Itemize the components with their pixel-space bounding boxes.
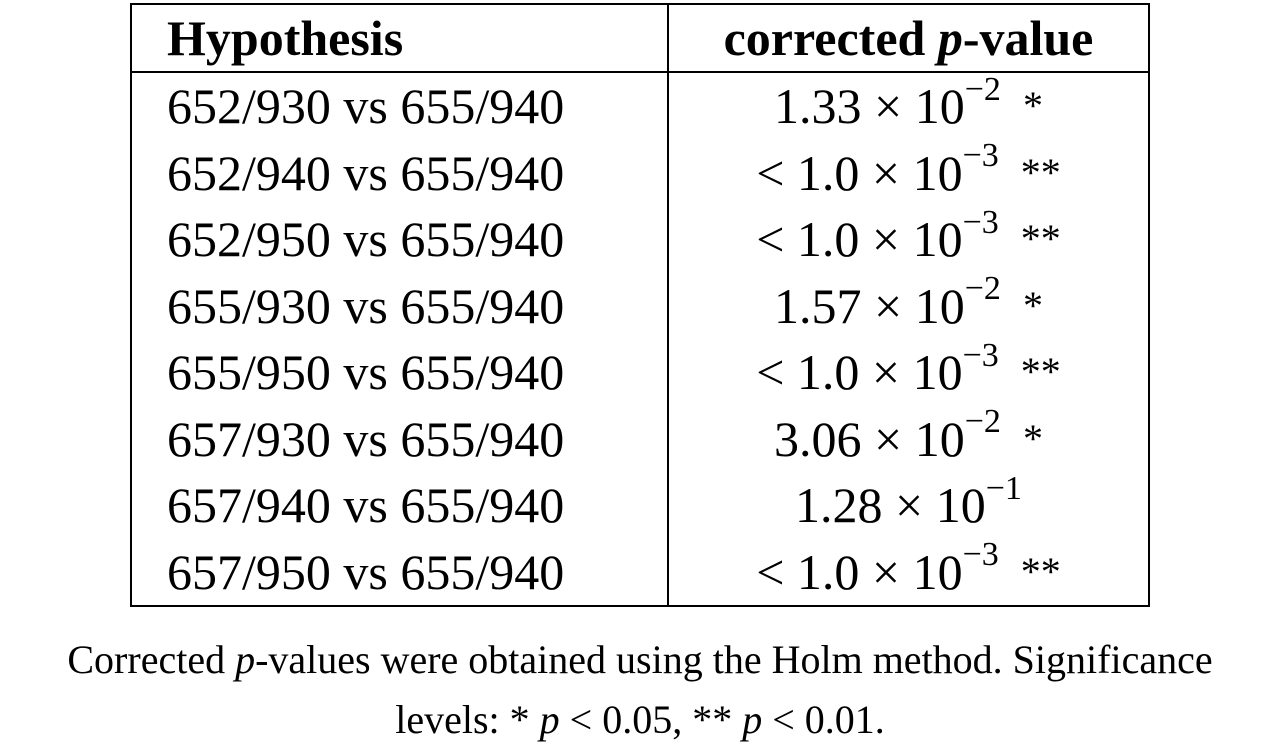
pvalue-mantissa: < 1.0 × 10	[756, 211, 963, 268]
pvalue-exponent: −3	[962, 137, 999, 175]
pvalue-cell: 1.28 × 10−1	[668, 469, 1149, 539]
table-row: 652/940 vs 655/940 < 1.0 × 10−3 **	[131, 137, 1149, 207]
significance-marker: **	[1020, 216, 1061, 262]
hypothesis-cell: 657/940 vs 655/940	[131, 472, 669, 539]
table-row: 655/930 vs 655/940 1.57 × 10−2 *	[131, 270, 1149, 340]
pvalue-exponent: −2	[964, 403, 1001, 441]
pvalue-cell: 1.33 × 10−2 *	[668, 72, 1149, 140]
caption-line-2: levels: * p < 0.05, ** p < 0.01.	[0, 690, 1280, 750]
caption-line-2-end: < 0.01.	[762, 697, 885, 742]
caption-line-2-mid: < 0.05, **	[559, 697, 743, 742]
pvalue-exponent: −2	[964, 70, 1001, 108]
significance-marker: *	[1022, 282, 1043, 328]
significance-marker: **	[1020, 349, 1061, 395]
pvalue-mantissa: 1.33 × 10	[774, 78, 965, 135]
pvalue-exponent: −3	[962, 536, 999, 574]
caption-line-1-suffix: -values were obtained using the Holm met…	[255, 637, 1213, 682]
pvalue-mantissa: < 1.0 × 10	[756, 344, 963, 401]
table-header-row: Hypothesis corrected p-value	[131, 4, 1149, 73]
table-row: 652/930 vs 655/940 1.33 × 10−2 *	[131, 72, 1149, 140]
pvalue-header-variable: p	[937, 10, 963, 66]
pvalue-cell: < 1.0 × 10−3 **	[668, 203, 1149, 273]
pvalue-header-suffix: -value	[962, 10, 1094, 66]
results-table: Hypothesis corrected p-value 652/930 vs …	[130, 3, 1150, 607]
hypothesis-column-header: Hypothesis	[131, 4, 669, 73]
pvalue-mantissa: < 1.0 × 10	[756, 543, 963, 600]
pvalue-cell: < 1.0 × 10−3 **	[668, 336, 1149, 406]
hypothesis-cell: 657/930 vs 655/940	[131, 405, 669, 472]
pvalue-cell: 3.06 × 10−2 *	[668, 403, 1149, 473]
hypothesis-cell: 657/950 vs 655/940	[131, 538, 669, 606]
caption-line-1-prefix: Corrected	[67, 637, 236, 682]
pvalue-mantissa: 1.28 × 10	[795, 477, 986, 534]
pvalue-mantissa: 3.06 × 10	[774, 410, 965, 467]
caption-line-2-prefix: levels: *	[395, 697, 540, 742]
pvalue-exponent: −1	[985, 469, 1022, 507]
significance-marker: *	[1022, 83, 1043, 129]
table-caption: Corrected p-values were obtained using t…	[0, 630, 1280, 750]
pvalue-cell: < 1.0 × 10−3 **	[668, 536, 1149, 607]
pvalue-exponent: −3	[962, 203, 999, 241]
pvalue-cell: 1.57 × 10−2 *	[668, 270, 1149, 340]
hypothesis-cell: 652/930 vs 655/940	[131, 72, 669, 140]
hypothesis-cell: 652/950 vs 655/940	[131, 206, 669, 273]
table-row: 657/930 vs 655/940 3.06 × 10−2 *	[131, 403, 1149, 473]
pvalue-exponent: −2	[964, 270, 1001, 308]
pvalue-mantissa: 1.57 × 10	[774, 277, 965, 334]
table-row: 652/950 vs 655/940 < 1.0 × 10−3 **	[131, 203, 1149, 273]
pvalue-exponent: −3	[962, 336, 999, 374]
significance-marker: **	[1020, 548, 1061, 594]
significance-marker: *	[1022, 415, 1043, 461]
pvalue-cell: < 1.0 × 10−3 **	[668, 137, 1149, 207]
significance-marker: **	[1020, 149, 1061, 195]
table-row: 657/950 vs 655/940 < 1.0 × 10−3 **	[131, 536, 1149, 607]
caption-p-variable-1: p	[539, 697, 560, 742]
pvalue-column-header: corrected p-value	[668, 4, 1149, 73]
caption-p-variable: p	[235, 637, 256, 682]
hypothesis-cell: 655/930 vs 655/940	[131, 272, 669, 339]
table-row: 657/940 vs 655/940 1.28 × 10−1	[131, 469, 1149, 539]
caption-line-1: Corrected p-values were obtained using t…	[0, 630, 1280, 690]
results-table-container: Hypothesis corrected p-value 652/930 vs …	[130, 3, 1150, 607]
hypothesis-cell: 655/950 vs 655/940	[131, 339, 669, 406]
pvalue-mantissa: < 1.0 × 10	[756, 144, 963, 201]
pvalue-header-prefix: corrected	[723, 10, 938, 66]
caption-p-variable-2: p	[742, 697, 763, 742]
table-row: 655/950 vs 655/940 < 1.0 × 10−3 **	[131, 336, 1149, 406]
hypothesis-cell: 652/940 vs 655/940	[131, 139, 669, 206]
